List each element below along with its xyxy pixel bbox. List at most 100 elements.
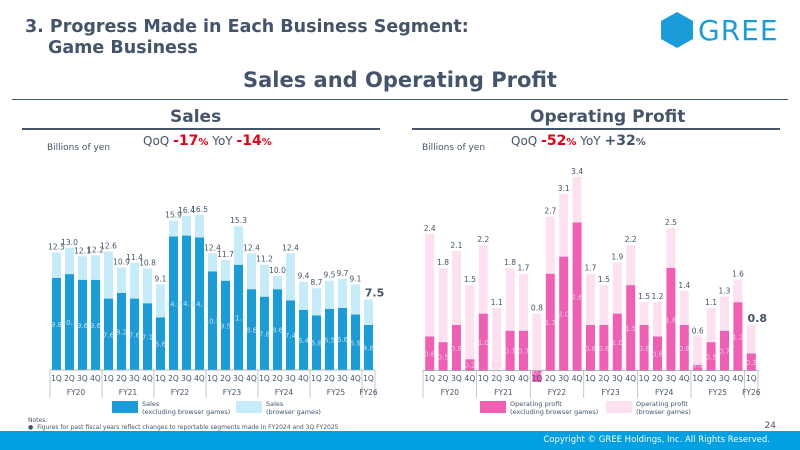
op-bar-browser-5 bbox=[478, 245, 488, 314]
sales-bar-main-19 bbox=[286, 300, 295, 370]
op-legend-main-sub: (excluding browser games) bbox=[510, 408, 599, 416]
op-bar-main-8 bbox=[519, 330, 528, 371]
op-main-label-23: 0.7 bbox=[719, 348, 730, 356]
sales-bar-main-23 bbox=[338, 307, 347, 370]
op-bar-browser-9 bbox=[532, 313, 542, 371]
sales-bar-main-17 bbox=[260, 296, 269, 370]
sales-bar-browser-16 bbox=[247, 253, 256, 290]
op-quarter-label-20: 4Q bbox=[679, 374, 690, 383]
op-total-label-9: 0.8 bbox=[531, 304, 543, 313]
sales-bar-main-6 bbox=[117, 292, 126, 370]
op-bar-main-17 bbox=[639, 325, 649, 371]
sales-bar-main-10 bbox=[169, 236, 178, 370]
sales-bar-main-25 bbox=[364, 324, 373, 370]
op-bar-browser-19 bbox=[666, 228, 676, 268]
op-main-label-12: 2.6 bbox=[572, 294, 584, 302]
sales-total-label-2: 13.0 bbox=[61, 238, 78, 247]
sales-fy-label-4: FY23 bbox=[223, 388, 242, 397]
sales-legend-main: Sales (excluding browser games) bbox=[112, 400, 230, 416]
sales-main-label-4: 9.6 bbox=[90, 322, 102, 330]
op-legend-main: Operating profit (excluding browser game… bbox=[480, 400, 598, 416]
op-main-label-14: 0.8 bbox=[598, 345, 609, 353]
sales-quarter-label-6: 2Q bbox=[116, 374, 127, 383]
sales-main-label-15: 11.2 bbox=[231, 314, 247, 322]
notes: Notes: ● Figures for past fiscal years r… bbox=[28, 417, 338, 431]
op-legend-browser-label: Operating profit bbox=[636, 400, 688, 408]
op-bar-main-19 bbox=[666, 268, 676, 371]
gree-logo: GREE bbox=[660, 12, 779, 48]
sales-bar-browser-17 bbox=[260, 264, 269, 297]
sales-bar-browser-24 bbox=[351, 284, 360, 315]
op-total-label-13: 1.7 bbox=[585, 264, 597, 273]
op-main-label-25: 0.3 bbox=[746, 359, 757, 367]
op-main-label-22: 0.5 bbox=[706, 353, 717, 361]
op-bar-main-24 bbox=[733, 302, 743, 371]
sales-main-label-7: 7.6 bbox=[129, 331, 141, 339]
sales-main-label-20: 6.4 bbox=[298, 337, 310, 345]
op-quarter-label-19: 3Q bbox=[666, 374, 677, 383]
op-bar-browser-14 bbox=[599, 285, 609, 325]
sales-quarter-label-1: 1Q bbox=[51, 374, 62, 383]
op-total-label-23: 1.3 bbox=[719, 287, 731, 296]
op-bar-browser-7 bbox=[505, 268, 515, 331]
sales-main-label-11: 14.3 bbox=[179, 300, 195, 308]
copyright: Copyright © GREE Holdings, Inc. All Righ… bbox=[543, 435, 770, 445]
sales-quarter-label-12: 4Q bbox=[194, 374, 205, 383]
op-bar-main-18 bbox=[653, 336, 662, 371]
sales-total-label-7: 11.4 bbox=[126, 253, 143, 262]
op-bar-main-21 bbox=[693, 364, 703, 371]
sales-quarter-label-8: 4Q bbox=[142, 374, 153, 383]
sales-total-label-18: 10.0 bbox=[269, 266, 286, 275]
op-fy-label-7: FY26 bbox=[742, 388, 761, 397]
op-main-label-16: 1.5 bbox=[625, 325, 636, 333]
op-browser-swatch bbox=[606, 401, 632, 413]
sales-total-label-11: 16.4 bbox=[178, 206, 195, 215]
op-bar-main-10 bbox=[545, 273, 555, 371]
sales-bar-main-12 bbox=[195, 237, 204, 370]
sales-bar-main-20 bbox=[299, 309, 308, 370]
op-bar-browser-10 bbox=[545, 216, 555, 274]
sales-yoy-value: -14 bbox=[236, 133, 262, 149]
sales-main-label-10: 14.2 bbox=[166, 300, 182, 308]
sales-bar-browser-6 bbox=[117, 267, 126, 293]
op-quarter-label-4: 4Q bbox=[465, 374, 476, 383]
sales-bar-main-14 bbox=[221, 280, 230, 370]
sales-total-label-6: 10.9 bbox=[113, 258, 130, 267]
op-main-label-11: 2.0 bbox=[558, 311, 569, 319]
sales-total-label-3: 12.1 bbox=[74, 246, 91, 255]
op-quarter-label-21: 1Q bbox=[692, 374, 703, 383]
sales-bar-browser-3 bbox=[78, 256, 87, 280]
op-bar-browser-2 bbox=[438, 268, 448, 343]
sales-total-label-5: 12.6 bbox=[100, 242, 117, 251]
sales-total-label-13: 12.4 bbox=[204, 243, 221, 252]
sales-bar-main-2 bbox=[65, 274, 74, 370]
op-bar-main-9 bbox=[532, 370, 542, 382]
sales-change-summary: QoQ -17% YoY -14% bbox=[143, 133, 272, 149]
op-bar-main-13 bbox=[586, 325, 595, 371]
sales-main-label-17: 7.8 bbox=[259, 330, 270, 338]
op-fy-label-3: FY22 bbox=[548, 388, 567, 397]
sales-bar-browser-5 bbox=[104, 251, 113, 299]
op-quarter-label-24: 4Q bbox=[733, 374, 744, 383]
sales-total-label-16: 12.4 bbox=[243, 243, 260, 252]
op-main-label-3: 0.8 bbox=[451, 345, 462, 353]
sales-quarter-label-7: 3Q bbox=[129, 374, 140, 383]
slide-title-line1: 3. Progress Made in Each Business Segmen… bbox=[25, 17, 469, 37]
op-quarter-label-13: 1Q bbox=[585, 374, 596, 383]
sales-unit-label: Billions of yen bbox=[47, 143, 111, 153]
op-main-label-20: 0.8 bbox=[679, 345, 690, 353]
op-quarter-label-11: 3Q bbox=[558, 374, 569, 383]
op-total-label-16: 2.2 bbox=[625, 235, 637, 244]
footer-bar bbox=[0, 431, 800, 450]
sales-bar-browser-9 bbox=[156, 284, 165, 318]
sales-total-label-4: 12.2 bbox=[87, 245, 104, 254]
sales-main-label-22: 6.5 bbox=[324, 336, 335, 344]
sales-bar-browser-1 bbox=[52, 252, 61, 278]
op-change-summary: QoQ -52% YoY +32% bbox=[511, 133, 646, 149]
sales-total-label-21: 8.7 bbox=[311, 278, 323, 287]
sales-main-label-25: 4.8 bbox=[363, 344, 374, 352]
header-divider bbox=[12, 99, 788, 100]
sales-bar-browser-20 bbox=[299, 281, 308, 310]
op-total-label-4: 1.5 bbox=[464, 275, 476, 284]
sales-main-label-9: 5.6 bbox=[155, 341, 167, 349]
